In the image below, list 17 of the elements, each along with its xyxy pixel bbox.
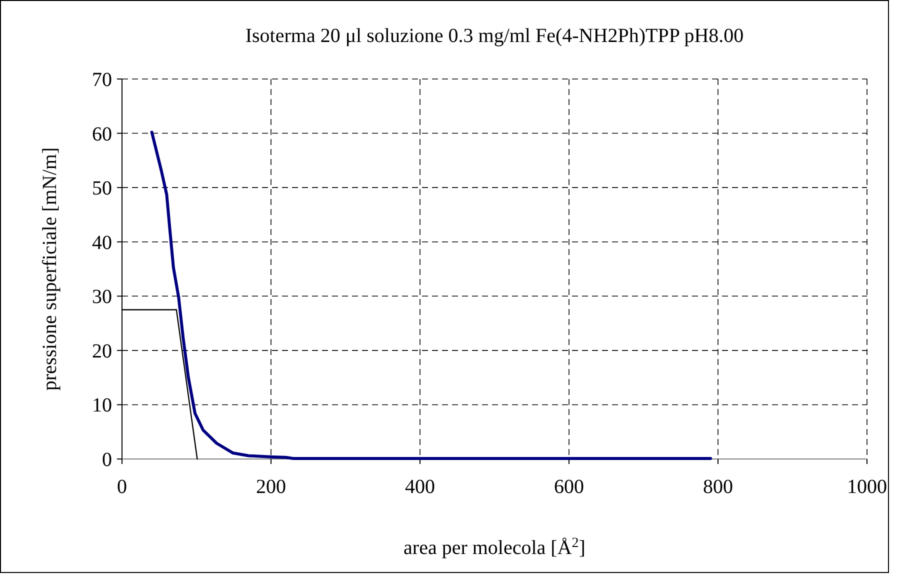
y-tick-label: 40 [92,232,112,254]
x-axis-title: area per molecola [Å$^{2}$] [404,536,586,559]
y-axis-title: pressione superficiale [mN/m] [39,147,61,391]
y-tick-label: 10 [92,394,112,417]
chart-title: Isoterma 20 μl soluzione 0.3 mg/ml Fe(4-NH2Ph)TPP pH8.00 [245,25,744,47]
x-tick-label: 1000 [847,476,887,498]
y-tick-label: 0 [102,449,112,471]
x-tick-label: 800 [703,476,733,498]
y-tick-label: 60 [92,123,112,146]
y-tick-label: 30 [92,286,112,308]
y-tick-label: 20 [92,340,112,362]
y-tick-label: 50 [92,178,112,200]
x-tick-label: 0 [117,476,127,498]
y-tick-label: 70 [92,69,112,91]
x-tick-label: 600 [554,476,584,498]
x-tick-label: 400 [405,476,435,498]
x-tick-label: 200 [256,476,286,498]
